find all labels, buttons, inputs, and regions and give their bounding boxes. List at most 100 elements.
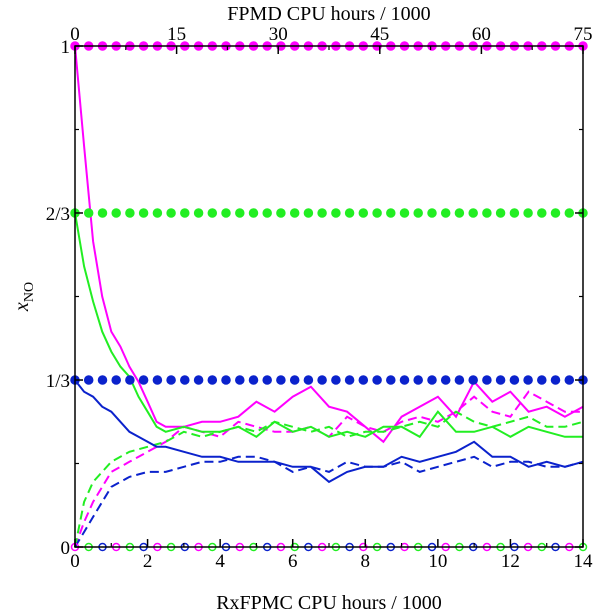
marker-row2-point (289, 375, 300, 385)
marker-row1-point (482, 208, 492, 218)
series-layer (74, 45, 584, 548)
marker-row2-point (344, 375, 355, 385)
marker-row2-point (482, 375, 492, 385)
marker-row2-point (317, 375, 327, 385)
marker-row2-point (440, 375, 451, 385)
x-tick-label: 8 (361, 551, 371, 572)
x2-tick-label: 75 (574, 24, 593, 45)
marker-row2-point (550, 375, 561, 385)
marker-row2-point (537, 375, 547, 385)
marker-row1-point (440, 208, 451, 218)
x2-tick-label: 60 (472, 24, 491, 45)
marker-row1-point (276, 208, 286, 218)
marker-row2-point (193, 375, 204, 385)
marker-row2-point (125, 375, 135, 385)
marker-row2-point (262, 375, 272, 385)
marker-row1-point (180, 208, 190, 218)
label-layer: 0 2 4 6 8 10 12 14 0 15 30 45 60 75 0 1/3 2/3 1 (46, 24, 593, 572)
marker-row2-point (248, 375, 259, 385)
marker-row1-point (235, 208, 245, 218)
marker-row1-point (454, 208, 465, 218)
y-tick-label: 0 (61, 538, 71, 559)
x-tick-label: 6 (288, 551, 298, 572)
x2-tick-label: 30 (269, 24, 288, 45)
marker-row1-point (344, 208, 355, 218)
series-line-magenta-solid (74, 45, 584, 444)
marker-row2-point (138, 375, 149, 385)
marker-row1-point (509, 208, 520, 218)
marker-row1-point (413, 208, 423, 218)
marker-row1-point (427, 208, 437, 218)
marker-row2-point (303, 375, 314, 385)
x-tick-label: 0 (70, 551, 80, 572)
marker-row1-point (262, 208, 272, 218)
marker-row1-point (138, 208, 149, 218)
y-axis-title-subscript: NO (22, 282, 37, 302)
y-tick-label: 2/3 (46, 204, 70, 225)
marker-row1-point (564, 208, 575, 218)
x2-tick-label: 45 (370, 24, 389, 45)
marker-row1-point (207, 208, 218, 218)
x-axis-title: RxFPMC CPU hours / 1000 (216, 592, 442, 614)
marker-row2-point (180, 375, 190, 385)
x2-tick-label: 0 (70, 24, 80, 45)
marker-row2-point (372, 375, 382, 385)
marker-row2-point (235, 375, 245, 385)
marker-row1-point (399, 208, 410, 218)
x2-tick-label: 15 (167, 24, 186, 45)
x-tick-label: 14 (574, 551, 594, 572)
marker-row1-point (495, 208, 506, 218)
marker-row1-point (111, 208, 121, 218)
marker-row2-point (358, 375, 369, 385)
y-tick-label: 1 (61, 37, 71, 58)
marker-row1-point (317, 208, 327, 218)
marker-row1-point (83, 208, 94, 218)
series-line-magenta-dashed (74, 390, 583, 548)
series-line-blue-dashed (74, 455, 584, 548)
marker-row1-point (152, 208, 163, 218)
marker-row2-point (523, 375, 533, 385)
marker-row1-point (537, 208, 547, 218)
x2-axis-title: FPMD CPU hours / 1000 (227, 3, 430, 25)
marker-row1-point (358, 208, 369, 218)
marker-row1-point (372, 208, 382, 218)
marker-row1-point (125, 208, 135, 218)
series-line-blue-solid (74, 379, 584, 484)
marker-row1-point (386, 208, 396, 218)
series-line-green-solid (74, 212, 583, 439)
marker-row2-point (454, 375, 465, 385)
x-tick-label: 4 (215, 551, 225, 572)
marker-row1-point (221, 208, 231, 218)
series-line-green-dashed (74, 410, 584, 548)
marker-row2-point (495, 375, 506, 385)
marker-row2-point (152, 375, 163, 385)
marker-row1-point (97, 208, 108, 218)
marker-layer (70, 41, 588, 552)
marker-row2-point (207, 375, 218, 385)
marker-row1-point (468, 208, 478, 218)
x-tick-label: 2 (143, 551, 153, 572)
x-tick-label: 12 (501, 551, 520, 572)
marker-row1-point (289, 208, 300, 218)
marker-row2-point (83, 375, 94, 385)
marker-row2-point (413, 375, 423, 385)
tick-layer (74, 45, 584, 548)
marker-row2-point (399, 375, 410, 385)
y-tick-label: 1/3 (46, 371, 70, 392)
marker-row2-point (276, 375, 286, 385)
marker-row2-point (97, 375, 108, 385)
marker-row2-point (221, 375, 231, 385)
marker-row1-point (331, 208, 341, 218)
marker-row2-point (386, 375, 396, 385)
marker-row2-point (468, 375, 478, 385)
y-axis-title: xNO (11, 282, 37, 312)
marker-row2-point (509, 375, 520, 385)
marker-row1-point (193, 208, 204, 218)
x-tick-label: 10 (428, 551, 447, 572)
marker-row2-point (166, 375, 176, 385)
marker-row1-point (550, 208, 561, 218)
marker-row2-point (564, 375, 575, 385)
marker-row1-point (523, 208, 533, 218)
y-axis-title-main: x (11, 302, 33, 312)
